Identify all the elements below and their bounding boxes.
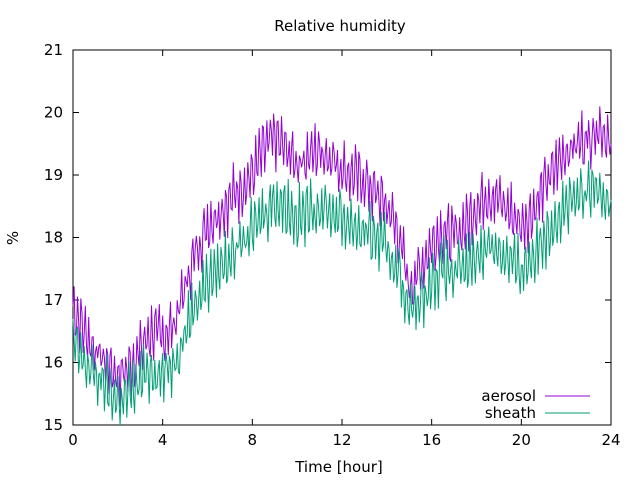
x-tick-label: 12 bbox=[332, 431, 351, 449]
ticks-group: 0 4 8 12 16 20 24 15 16 17 18 19 20 21 bbox=[44, 41, 621, 449]
x-tick-label: 0 bbox=[68, 431, 78, 449]
legend-label-aerosol: aerosol bbox=[481, 387, 536, 405]
x-tick-label: 4 bbox=[158, 431, 168, 449]
y-axis-label: % bbox=[4, 231, 22, 245]
series-line-sheath bbox=[72, 160, 612, 426]
y-tick-label: 17 bbox=[44, 291, 63, 309]
series-line-aerosol bbox=[72, 106, 612, 407]
x-tick-label: 24 bbox=[601, 431, 620, 449]
x-tick-label: 20 bbox=[512, 431, 531, 449]
x-tick-label: 8 bbox=[248, 431, 258, 449]
y-tick-label: 20 bbox=[44, 104, 63, 122]
y-tick-label: 16 bbox=[44, 354, 63, 372]
legend-label-sheath: sheath bbox=[485, 404, 536, 422]
series-lines-group bbox=[72, 106, 612, 426]
y-tick-label: 15 bbox=[44, 416, 63, 434]
y-tick-label: 21 bbox=[44, 41, 63, 59]
x-tick-label: 16 bbox=[422, 431, 441, 449]
y-tick-label: 18 bbox=[44, 229, 63, 247]
y-tick-label: 19 bbox=[44, 166, 63, 184]
chart-title: Relative humidity bbox=[274, 17, 406, 35]
x-axis-label: Time [hour] bbox=[294, 458, 383, 476]
